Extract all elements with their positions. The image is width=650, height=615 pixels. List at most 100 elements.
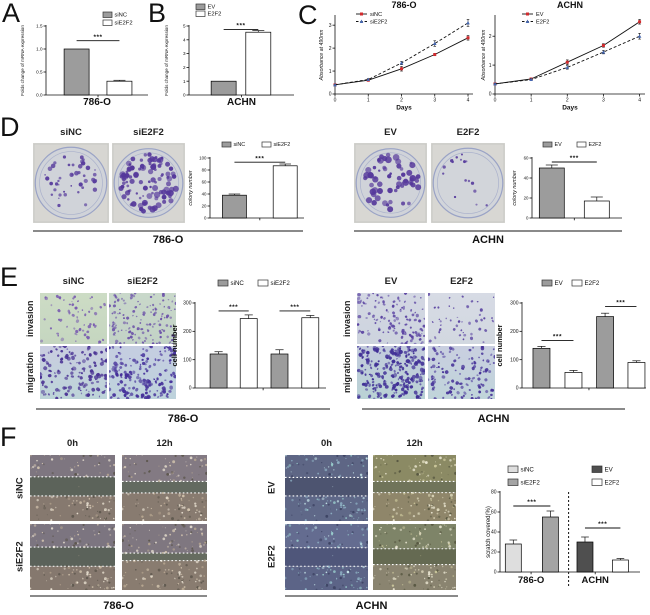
svg-text:0.5: 0.5: [36, 70, 43, 75]
svg-text:scratch covered(%): scratch covered(%): [486, 506, 492, 558]
scratch-image-sinc-12h: [122, 455, 207, 521]
svg-text:3: 3: [183, 51, 186, 56]
svg-text:2: 2: [489, 34, 492, 40]
svg-text:***: ***: [570, 155, 579, 162]
panel-c-786o-growth-curve: 0 1 2 3 0 1 2 3 4 786-O Absorbance at 490nm Days siN…: [318, 0, 482, 112]
panel-f-achn-12h-label: 12h: [406, 438, 423, 449]
panel-c-achn-growth-curve: 0 1 2 0 1 2 3 4 ACHN Absorbance at 490nm Days EV E2F…: [481, 0, 648, 112]
panel-d-letter: D: [0, 112, 20, 142]
svg-text:0: 0: [526, 216, 529, 221]
svg-text:0: 0: [189, 386, 192, 392]
svg-text:EV: EV: [208, 5, 216, 11]
svg-text:0: 0: [329, 92, 332, 98]
svg-text:1.5: 1.5: [36, 24, 43, 29]
svg-text:60: 60: [202, 180, 207, 185]
svg-text:2: 2: [400, 98, 403, 104]
panel-e-row-label-migration-left: migration: [25, 352, 35, 394]
svg-text:colony number: colony number: [188, 170, 194, 206]
svg-text:0: 0: [489, 92, 492, 98]
svg-text:0: 0: [494, 98, 497, 104]
svg-text:E2F2: E2F2: [605, 480, 620, 487]
svg-text:siE2F2: siE2F2: [271, 280, 291, 287]
svg-text:0.0: 0.0: [36, 93, 43, 98]
svg-text:Absorbance at 490nm: Absorbance at 490nm: [319, 29, 325, 81]
colony-well-image-e2f2: [431, 143, 505, 223]
invasion-image-e2f2: [428, 293, 495, 344]
panel-d-achn-label: ACHN: [472, 234, 504, 246]
svg-text:ACHN: ACHN: [581, 575, 609, 586]
svg-text:Folds change of mRNA expressio: Folds change of mRNA expression: [20, 25, 25, 96]
panel-b-mrna-bar-chart: 0 1 2 3 4 5 Folds change of mRNA expression ***…: [162, 2, 302, 108]
svg-text:100: 100: [199, 156, 207, 161]
panel-f-row-label-sinc: siNC: [14, 477, 26, 499]
migration-image-e2f2: [428, 346, 495, 399]
scratch-image-ev-12h: [373, 455, 456, 521]
svg-text:1.0: 1.0: [36, 47, 43, 52]
panel-e-letter: E: [0, 262, 19, 292]
panel-d-achn-colony-bar-chart: 0 20 40 60 colony number *** EV E2F2: [510, 128, 646, 228]
svg-text:EV: EV: [605, 467, 614, 474]
svg-text:cell number: cell number: [495, 324, 504, 366]
panel-e-achn-label: ACHN: [477, 413, 510, 425]
svg-text:Folds change of mRNA expressio: Folds change of mRNA expression: [164, 25, 169, 96]
panel-e-786o-label: 786-O: [167, 413, 199, 425]
svg-text:40: 40: [524, 176, 529, 181]
svg-text:Days: Days: [562, 105, 578, 112]
panel-d-col-label-sinc: siNC: [60, 127, 82, 138]
svg-text:300: 300: [183, 301, 192, 307]
svg-text:100: 100: [183, 357, 192, 363]
panel-d-786o-label: 786-O: [152, 234, 184, 246]
svg-text:siNC: siNC: [115, 13, 128, 19]
panel-b-letter: B: [148, 0, 167, 28]
svg-text:20: 20: [202, 204, 207, 209]
svg-text:2: 2: [566, 98, 569, 104]
svg-text:0: 0: [494, 570, 497, 576]
svg-text:3: 3: [329, 23, 332, 29]
panel-f-achn-0h-label: 0h: [320, 438, 333, 449]
svg-text:Days: Days: [396, 105, 412, 112]
svg-text:80: 80: [491, 490, 497, 496]
panel-e-row-label-invasion-right: invasion: [342, 300, 352, 337]
svg-text:60: 60: [524, 156, 529, 161]
panel-f-achn-label: ACHN: [355, 600, 388, 612]
svg-text:5: 5: [183, 24, 186, 29]
svg-text:40: 40: [202, 192, 207, 197]
svg-text:siNC: siNC: [231, 280, 245, 287]
panel-f-row-label-sie2f2: siE2F2: [14, 541, 26, 573]
svg-text:4: 4: [183, 37, 186, 42]
svg-text:E2F2: E2F2: [589, 142, 602, 148]
svg-text:20: 20: [524, 196, 529, 201]
svg-text:40: 40: [491, 530, 497, 536]
svg-text:0: 0: [204, 216, 207, 221]
svg-text:786-O: 786-O: [391, 0, 416, 10]
invasion-image-sinc: [40, 293, 107, 344]
svg-text:EV: EV: [536, 12, 544, 18]
svg-text:E2F2: E2F2: [585, 280, 600, 287]
panel-d-col-label-ev: EV: [384, 127, 397, 138]
svg-text:EV: EV: [555, 280, 564, 287]
svg-text:E2F2: E2F2: [536, 20, 549, 26]
scratch-image-ev-0h: [285, 455, 368, 521]
svg-text:siE2F2: siE2F2: [370, 20, 387, 26]
svg-text:3: 3: [433, 98, 436, 104]
svg-text:0: 0: [334, 98, 337, 104]
panel-a-mrna-bar-chart: 0.0 0.5 1.0 1.5 Folds change of mRNA express…: [16, 2, 156, 108]
panel-e-row-label-invasion-left: invasion: [25, 300, 35, 337]
svg-text:786-O: 786-O: [518, 575, 544, 586]
colony-well-image-sinc: [33, 143, 109, 223]
panel-f-achn-underline: [285, 595, 458, 597]
invasion-image-sie2f2: [109, 293, 176, 344]
invasion-image-ev: [357, 293, 425, 344]
svg-text:siE2F2: siE2F2: [115, 21, 133, 27]
svg-text:0: 0: [183, 93, 186, 98]
scratch-image-sinc-0h: [30, 455, 115, 521]
scratch-image-e2f2-0h: [285, 524, 368, 590]
svg-text:***: ***: [598, 521, 607, 528]
svg-text:***: ***: [290, 304, 299, 311]
panel-e-col-label-sie2f2: siE2F2: [127, 276, 158, 287]
svg-text:siNC: siNC: [234, 142, 246, 148]
panel-f-row-label-ev: EV: [266, 481, 278, 495]
svg-text:1: 1: [329, 69, 332, 75]
panel-d-786o-underline: [33, 230, 303, 232]
